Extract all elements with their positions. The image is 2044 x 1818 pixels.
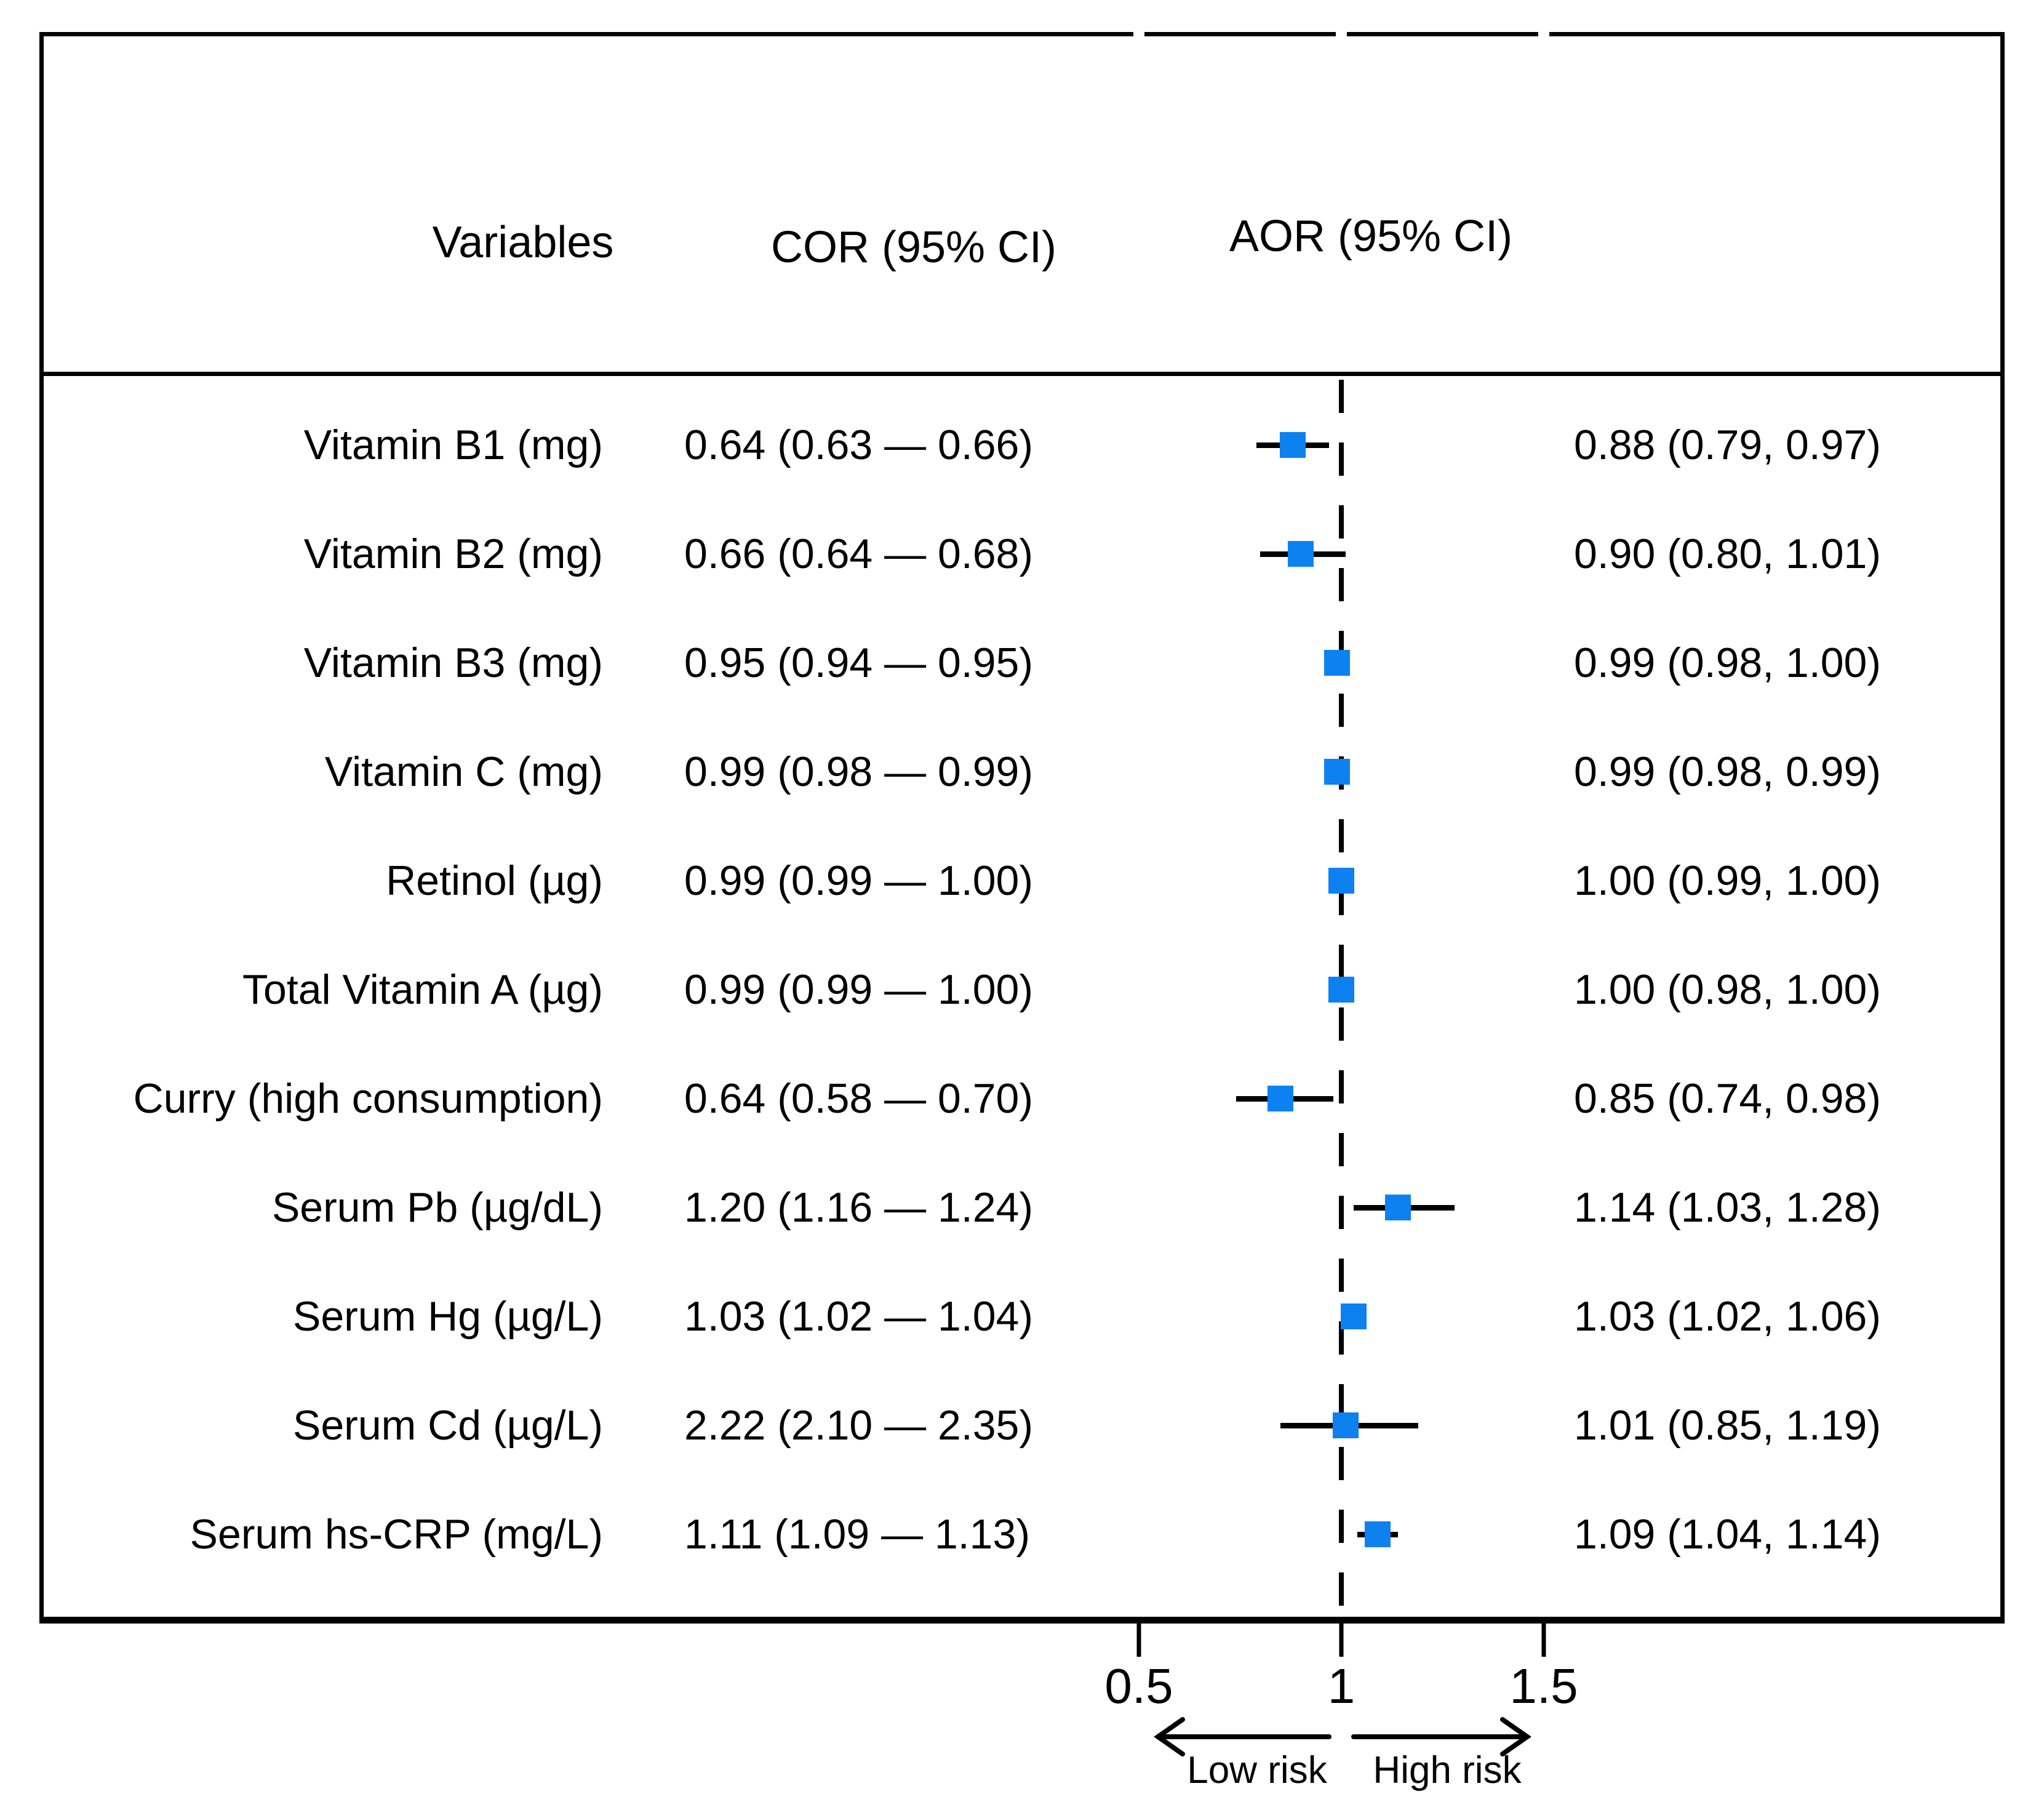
variable-label: Vitamin C (mg) <box>324 748 603 795</box>
x-axis-tick-label: 0.5 <box>1104 1659 1173 1713</box>
variable-label: Serum hs-CRP (mg/L) <box>190 1511 603 1558</box>
x-axis-tick <box>1541 1624 1546 1657</box>
aor-point-marker <box>1332 1412 1359 1438</box>
low-risk-label: Low risk <box>1187 1749 1327 1792</box>
table-row: Total Vitamin A (µg) 0.99 (0.99 — 1.00) 1.… <box>0 935 2044 1044</box>
header-separator-line <box>44 372 2000 376</box>
aor-value: 0.99 (0.98, 0.99) <box>1574 748 1882 795</box>
aor-point-marker <box>1268 1086 1294 1111</box>
aor-value: 0.99 (0.98, 1.00) <box>1574 639 1882 686</box>
high-risk-arrowhead-icon <box>1500 1717 1531 1756</box>
aor-value: 1.00 (0.99, 1.00) <box>1574 857 1882 904</box>
cor-value: 0.64 (0.58 — 0.70) <box>684 1075 1034 1122</box>
table-row: Vitamin B3 (mg) 0.95 (0.94 — 0.95) 0.99 (0… <box>0 609 2044 717</box>
x-axis-tick-label: 1.5 <box>1509 1659 1578 1713</box>
variable-label: Vitamin B2 (mg) <box>303 531 603 577</box>
table-row: Vitamin B1 (mg) 0.64 (0.63 — 0.66) 0.88 (0… <box>0 391 2044 499</box>
plot-frame <box>39 32 2005 1624</box>
variable-label: Total Vitamin A (µg) <box>242 966 603 1013</box>
high-risk-label: High risk <box>1373 1749 1522 1792</box>
column-header-variables: Variables <box>432 218 614 267</box>
table-row: Vitamin C (mg) 0.99 (0.98 — 0.99) 0.99 (0.… <box>0 718 2044 826</box>
cor-value: 0.99 (0.99 — 1.00) <box>684 966 1034 1013</box>
x-axis-tick-label: 1 <box>1327 1659 1355 1713</box>
cor-value: 1.11 (1.09 — 1.13) <box>684 1511 1030 1558</box>
table-row: Curry (high consumption) 0.64 (0.58 — 0.7… <box>0 1044 2044 1153</box>
aor-value: 1.01 (0.85, 1.19) <box>1574 1402 1882 1449</box>
table-row: Vitamin B2 (mg) 0.66 (0.64 — 0.68) 0.90 (0… <box>0 500 2044 608</box>
aor-point-marker <box>1385 1195 1411 1220</box>
top-border-tick-gap <box>1538 31 1549 40</box>
x-axis-tick <box>1136 1624 1141 1657</box>
variable-label: Serum Pb (µg/dL) <box>271 1184 603 1231</box>
aor-point-marker <box>1340 1303 1367 1329</box>
cor-value: 1.20 (1.16 — 1.24) <box>684 1184 1034 1231</box>
aor-point-marker <box>1328 868 1354 894</box>
aor-value: 1.03 (1.02, 1.06) <box>1574 1293 1882 1340</box>
table-row: Retinol (µg) 0.99 (0.99 — 1.00) 1.00 (0.99… <box>0 827 2044 935</box>
aor-point-marker <box>1365 1521 1391 1547</box>
cor-value: 0.64 (0.63 — 0.66) <box>684 422 1034 468</box>
aor-point-marker <box>1288 541 1314 567</box>
variable-label: Curry (high consumption) <box>133 1075 603 1122</box>
variable-label: Retinol (µg) <box>386 857 603 904</box>
aor-value: 1.09 (1.04, 1.14) <box>1574 1511 1882 1558</box>
cor-value: 0.99 (0.99 — 1.00) <box>684 857 1034 904</box>
aor-point-marker <box>1324 650 1351 676</box>
cor-value: 0.66 (0.64 — 0.68) <box>684 531 1034 577</box>
cor-value: 1.03 (1.02 — 1.04) <box>684 1293 1034 1340</box>
variable-label: Serum Cd (µg/L) <box>293 1402 603 1449</box>
column-header-aor: AOR (95% CI) <box>1229 212 1513 261</box>
cor-value: 2.22 (2.10 — 2.35) <box>684 1402 1034 1449</box>
aor-value: 0.88 (0.79, 0.97) <box>1574 422 1882 468</box>
table-row: Serum Hg (µg/L) 1.03 (1.02 — 1.04) 1.03 (1… <box>0 1262 2044 1371</box>
x-axis-tick <box>1339 1624 1344 1657</box>
variable-label: Serum Hg (µg/L) <box>293 1293 603 1340</box>
variable-label: Vitamin B3 (mg) <box>303 639 603 686</box>
aor-point-marker <box>1324 759 1351 785</box>
table-row: Serum Cd (µg/L) 2.22 (2.10 — 2.35) 1.01 (0… <box>0 1371 2044 1480</box>
top-border-tick-gap <box>1336 31 1347 40</box>
aor-value: 0.85 (0.74, 0.98) <box>1574 1075 1882 1122</box>
column-header-cor: COR (95% CI) <box>770 223 1057 272</box>
top-border-tick-gap <box>1133 31 1144 40</box>
cor-value: 0.95 (0.94 — 0.95) <box>684 639 1034 686</box>
table-row: Serum Pb (µg/dL) 1.20 (1.16 — 1.24) 1.14 (… <box>0 1153 2044 1262</box>
risk-direction-arrows <box>1154 1717 1531 1756</box>
aor-point-marker <box>1280 432 1306 458</box>
aor-value: 1.14 (1.03, 1.28) <box>1574 1184 1882 1231</box>
variable-label: Vitamin B1 (mg) <box>303 422 603 468</box>
aor-point-marker <box>1328 977 1354 1003</box>
aor-value: 0.90 (0.80, 1.01) <box>1574 531 1882 577</box>
table-row: Serum hs-CRP (mg/L) 1.11 (1.09 — 1.13) 1.0… <box>0 1480 2044 1588</box>
aor-value: 1.00 (0.98, 1.00) <box>1574 966 1882 1013</box>
low-risk-arrowhead-icon <box>1154 1717 1185 1756</box>
cor-value: 0.99 (0.98 — 0.99) <box>684 748 1034 795</box>
